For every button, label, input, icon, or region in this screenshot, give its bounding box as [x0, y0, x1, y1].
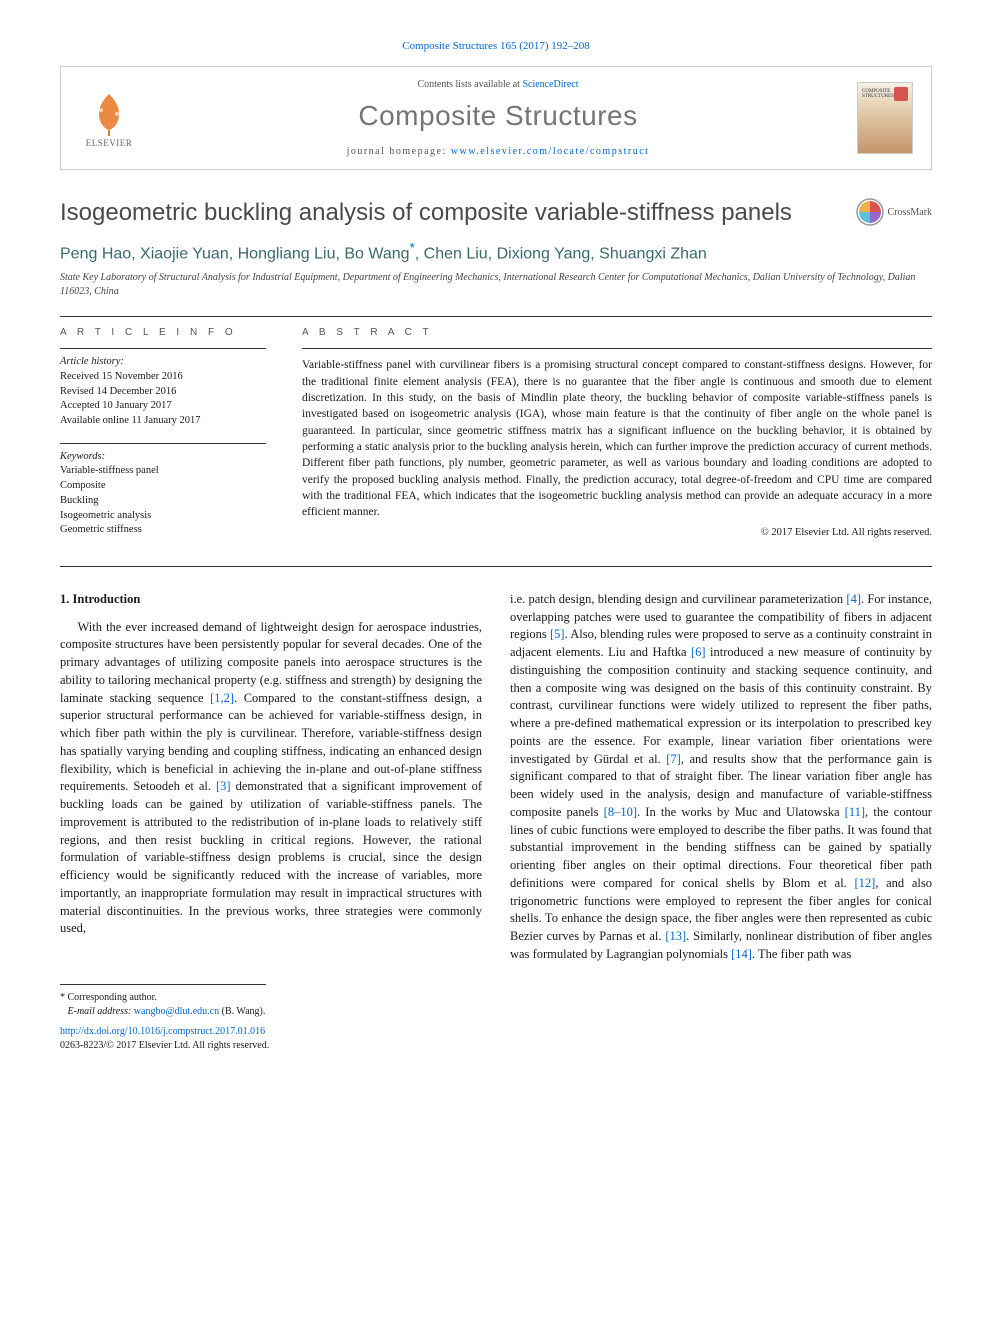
- body-columns: 1. Introduction With the ever increased …: [60, 591, 932, 964]
- keyword: Isogeometric analysis: [60, 509, 266, 524]
- body-paragraph: i.e. patch design, blending design and c…: [510, 591, 932, 964]
- citation-ref[interactable]: [7]: [666, 752, 681, 766]
- keyword: Buckling: [60, 494, 266, 509]
- author-list: Peng Hao, Xiaojie Yuan, Hongliang Liu, B…: [60, 240, 932, 263]
- elsevier-tree-icon: [85, 88, 133, 136]
- email-link[interactable]: wangbo@dlut.edu.cn: [134, 1006, 219, 1017]
- article-info: A R T I C L E I N F O Article history: R…: [60, 327, 266, 552]
- abstract: A B S T R A C T Variable-stiffness panel…: [302, 327, 932, 552]
- authors-after-corr: , Chen Liu, Dixiong Yang, Shuangxi Zhan: [415, 245, 707, 262]
- abstract-head: A B S T R A C T: [302, 327, 932, 338]
- history-accepted: Accepted 10 January 2017: [60, 399, 266, 414]
- citation-ref[interactable]: [3]: [216, 779, 231, 793]
- sciencedirect-link[interactable]: ScienceDirect: [522, 79, 578, 90]
- citation-ref[interactable]: [11]: [845, 805, 865, 819]
- page: Composite Structures 165 (2017) 192–208 …: [0, 0, 992, 1083]
- doi-link[interactable]: http://dx.doi.org/10.1016/j.compstruct.2…: [60, 1026, 265, 1037]
- email-line: E-mail address: wangbo@dlut.edu.cn (B. W…: [60, 1005, 266, 1019]
- crossmark-label: CrossMark: [888, 207, 932, 218]
- cover-label: COMPOSITE STRUCTURES: [862, 89, 912, 99]
- citation-line[interactable]: Composite Structures 165 (2017) 192–208: [60, 40, 932, 52]
- abstract-copyright: © 2017 Elsevier Ltd. All rights reserved…: [302, 527, 932, 538]
- info-rule: [60, 348, 266, 349]
- history-online: Available online 11 January 2017: [60, 414, 266, 429]
- contents-prefix: Contents lists available at: [417, 79, 522, 90]
- abstract-rule: [302, 348, 932, 349]
- keywords-label: Keywords:: [60, 450, 266, 465]
- contents-available: Contents lists available at ScienceDirec…: [157, 79, 839, 90]
- keywords-rule: [60, 443, 266, 444]
- email-attribution: (B. Wang).: [219, 1006, 265, 1017]
- corresponding-footnote: * Corresponding author.: [60, 991, 266, 1005]
- email-label: E-mail address:: [68, 1006, 134, 1017]
- keyword: Geometric stiffness: [60, 523, 266, 538]
- crossmark-badge[interactable]: CrossMark: [856, 198, 932, 226]
- title-row: Isogeometric buckling analysis of compos…: [60, 198, 932, 228]
- citation-ref[interactable]: [6]: [691, 645, 706, 659]
- body-paragraph: With the ever increased demand of lightw…: [60, 619, 482, 939]
- journal-cover-thumb[interactable]: COMPOSITE STRUCTURES: [857, 82, 913, 154]
- journal-title: Composite Structures: [157, 100, 839, 132]
- elsevier-logo[interactable]: ELSEVIER: [79, 84, 139, 152]
- crossmark-icon: [856, 198, 884, 226]
- rule-top: [60, 316, 932, 317]
- history-block: Article history: Received 15 November 20…: [60, 355, 266, 428]
- citation-ref[interactable]: [12]: [854, 876, 875, 890]
- citation-ref[interactable]: [13]: [665, 929, 686, 943]
- publisher-name: ELSEVIER: [86, 138, 133, 148]
- section-heading: 1. Introduction: [60, 591, 482, 609]
- keyword: Composite: [60, 479, 266, 494]
- keyword: Variable-stiffness panel: [60, 464, 266, 479]
- citation-ref[interactable]: [8–10]: [604, 805, 637, 819]
- issn-copyright: 0263-8223/© 2017 Elsevier Ltd. All right…: [60, 1039, 932, 1053]
- info-head: A R T I C L E I N F O: [60, 327, 266, 338]
- homepage-link[interactable]: www.elsevier.com/locate/compstruct: [451, 146, 650, 157]
- info-abstract-row: A R T I C L E I N F O Article history: R…: [60, 327, 932, 552]
- history-label: Article history:: [60, 355, 266, 370]
- rule-bottom: [60, 566, 932, 567]
- journal-homepage: journal homepage: www.elsevier.com/locat…: [157, 146, 839, 157]
- citation-ref[interactable]: [1,2]: [210, 691, 234, 705]
- header-center: Contents lists available at ScienceDirec…: [157, 79, 839, 157]
- keywords-block: Keywords: Variable-stiffness panel Compo…: [60, 450, 266, 538]
- article-title: Isogeometric buckling analysis of compos…: [60, 198, 840, 228]
- homepage-prefix: journal homepage:: [347, 146, 451, 157]
- citation-ref[interactable]: [5]: [550, 627, 565, 641]
- doi-block: http://dx.doi.org/10.1016/j.compstruct.2…: [60, 1025, 932, 1053]
- history-received: Received 15 November 2016: [60, 370, 266, 385]
- authors-before-corr: Peng Hao, Xiaojie Yuan, Hongliang Liu, B…: [60, 245, 410, 262]
- footnote-row: * Corresponding author. E-mail address: …: [60, 964, 932, 1019]
- citation-ref[interactable]: [4]: [846, 592, 861, 606]
- citation-ref[interactable]: [14]: [731, 947, 752, 961]
- history-revised: Revised 14 December 2016: [60, 385, 266, 400]
- affiliation: State Key Laboratory of Structural Analy…: [60, 271, 932, 298]
- abstract-text: Variable-stiffness panel with curvilinea…: [302, 357, 932, 520]
- journal-header: ELSEVIER Contents lists available at Sci…: [60, 66, 932, 170]
